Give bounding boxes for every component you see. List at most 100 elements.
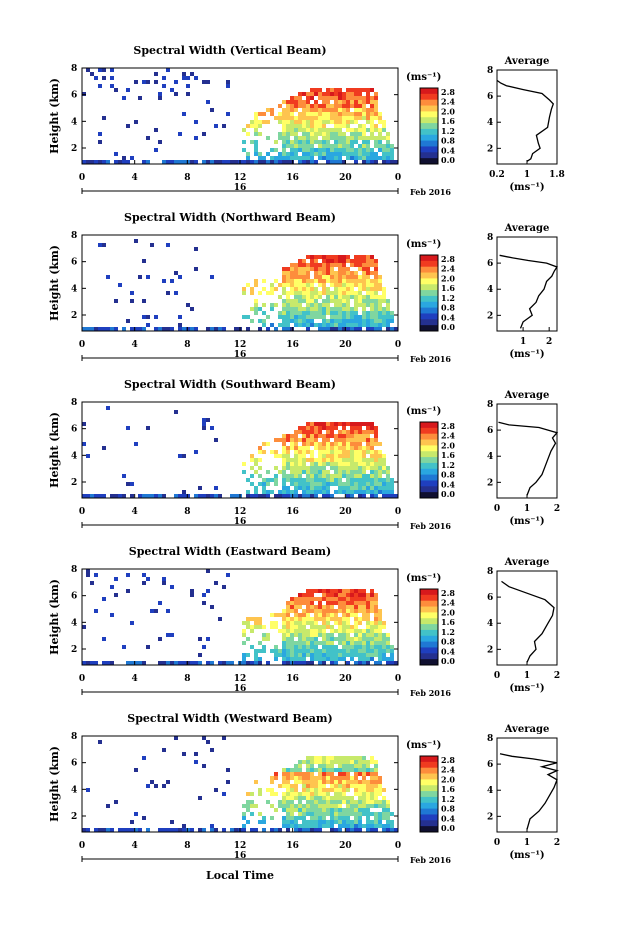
heatmap-cell: [366, 263, 370, 267]
heatmap-cell: [358, 92, 362, 96]
colorbar-segment: [420, 260, 438, 268]
heatmap-cell: [354, 792, 358, 796]
colorbar-segment: [420, 808, 438, 815]
heatmap-cell: [314, 430, 318, 434]
heatmap-cell: [106, 275, 110, 279]
heatmap-cell: [278, 152, 282, 156]
heatmap-cell: [326, 589, 330, 593]
heatmap-cell: [366, 462, 370, 466]
heatmap-cell: [346, 478, 350, 482]
heatmap-cell: [306, 756, 310, 760]
heatmap-cell: [342, 466, 346, 470]
heatmap-cell: [382, 494, 386, 498]
heatmap-cell: [282, 112, 286, 116]
heatmap-cell: [258, 812, 262, 816]
heatmap-cell: [290, 617, 294, 621]
heatmap-cell: [354, 816, 358, 820]
heatmap-cell: [282, 649, 286, 653]
heatmap-cell: [350, 275, 354, 279]
heatmap-cell: [386, 820, 390, 824]
colorbar-segment: [420, 773, 438, 780]
heatmap-cell: [266, 120, 270, 124]
heatmap-cell: [322, 323, 326, 327]
heatmap-cell: [330, 458, 334, 462]
heatmap-cell: [330, 657, 334, 661]
heatmap-cell: [334, 299, 338, 303]
heatmap-cell: [338, 641, 342, 645]
heatmap-cell: [306, 128, 310, 132]
heatmap-cell: [318, 140, 322, 144]
heatmap-cell: [270, 287, 274, 291]
heatmap-cell: [318, 613, 322, 617]
heatmap-cell: [250, 319, 254, 323]
heatmap-cell: [306, 144, 310, 148]
heatmap-cell: [342, 295, 346, 299]
heatmap-cell: [370, 478, 374, 482]
heatmap-cell: [326, 112, 330, 116]
heatmap-cell: [350, 104, 354, 108]
heatmap-cell: [86, 494, 90, 498]
heatmap-cell: [346, 299, 350, 303]
heatmap-cell: [310, 474, 314, 478]
heatmap-cell: [354, 474, 358, 478]
heatmap-cell: [338, 605, 342, 609]
heatmap-cell: [318, 629, 322, 633]
heatmap-cell: [338, 450, 342, 454]
heatmap-cell: [290, 824, 294, 828]
heatmap-cell: [278, 116, 282, 120]
colorbar-segment: [420, 422, 438, 429]
heatmap-cell: [286, 319, 290, 323]
heatmap-cell: [366, 446, 370, 450]
heatmap-cell: [286, 291, 290, 295]
heatmap-cell: [286, 132, 290, 136]
heatmap-cell: [326, 275, 330, 279]
heatmap-cell: [210, 748, 214, 752]
heatmap-cell: [254, 661, 258, 665]
heatmap-cell: [362, 768, 366, 772]
heatmap-cell: [342, 271, 346, 275]
heatmap-cell: [302, 100, 306, 104]
heatmap-cell: [314, 88, 318, 92]
heatmap-cell: [346, 808, 350, 812]
heatmap-cell: [338, 327, 342, 331]
heatmap-cell: [350, 645, 354, 649]
colorbar-tick-label: 2.0: [441, 106, 455, 116]
heatmap-cell: [346, 756, 350, 760]
heatmap-cell: [334, 784, 338, 788]
heatmap-cell: [294, 156, 298, 160]
heatmap-cell: [110, 76, 114, 80]
heatmap-cell: [166, 243, 170, 247]
heatmap-cell: [170, 661, 174, 665]
heatmap-cell: [318, 88, 322, 92]
heatmap-cell: [386, 645, 390, 649]
heatmap-cell: [298, 116, 302, 120]
heatmap-cell: [354, 283, 358, 287]
heatmap-cell: [298, 319, 302, 323]
heatmap-cell: [390, 820, 394, 824]
heatmap-cell: [390, 482, 394, 486]
heatmap-cell: [354, 458, 358, 462]
heatmap-cell: [314, 816, 318, 820]
heatmap-cell: [246, 490, 250, 494]
heatmap-cell: [326, 96, 330, 100]
heatmap-cell: [330, 128, 334, 132]
heatmap-cell: [334, 327, 338, 331]
colorbar-tick-label: 2.0: [441, 440, 455, 450]
heatmap-cell: [314, 140, 318, 144]
heatmap-cell: [354, 649, 358, 653]
colorbar-tick-label: 1.2: [441, 293, 455, 303]
heatmap-cell: [146, 645, 150, 649]
heatmap-cell: [298, 800, 302, 804]
heatmap-cell: [346, 760, 350, 764]
heatmap-cell: [294, 474, 298, 478]
heatmap-cell: [334, 140, 338, 144]
heatmap-cell: [230, 828, 234, 832]
heatmap-cell: [354, 299, 358, 303]
heatmap-cell: [346, 295, 350, 299]
heatmap-cell: [226, 573, 230, 577]
heatmap-cell: [302, 307, 306, 311]
heatmap-cell: [258, 621, 262, 625]
heatmap-cell: [358, 772, 362, 776]
heatmap-cell: [294, 633, 298, 637]
heatmap-cell: [286, 788, 290, 792]
